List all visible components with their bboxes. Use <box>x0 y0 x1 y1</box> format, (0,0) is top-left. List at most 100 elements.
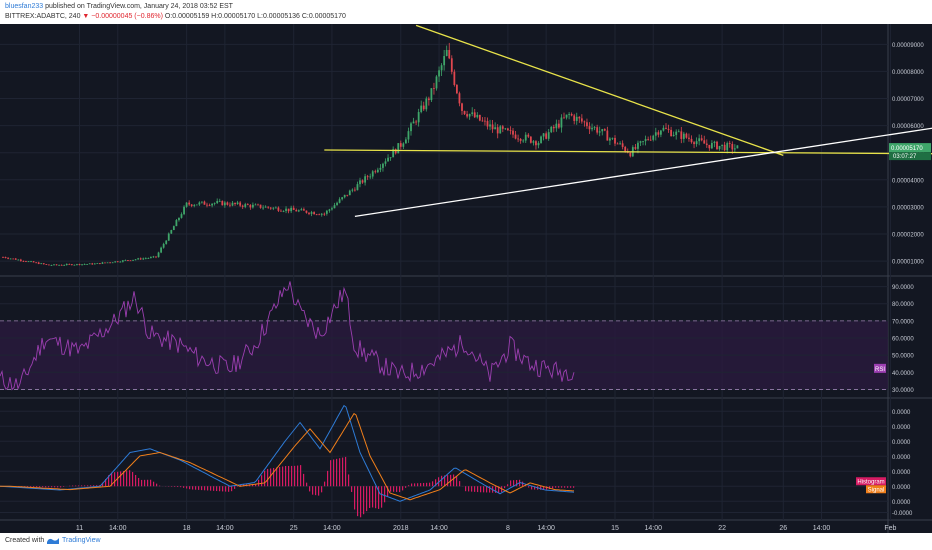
candle-body <box>573 115 576 121</box>
histogram-bar <box>75 485 77 487</box>
candle-body <box>180 214 183 218</box>
histogram-bar <box>561 486 563 488</box>
histogram-bar <box>228 486 230 492</box>
candle-body <box>639 141 642 143</box>
candle-body <box>45 264 48 265</box>
x-tick-label: 15 <box>611 525 619 532</box>
x-tick-label: 18 <box>183 525 191 532</box>
candle-body <box>637 142 639 149</box>
candle-body <box>726 143 729 151</box>
candle-body <box>351 189 354 191</box>
histogram-bar <box>486 486 488 493</box>
candle-body <box>221 200 224 206</box>
candle-body <box>420 105 423 113</box>
candle-body <box>443 56 446 66</box>
y-tick-label: -0.0000 <box>892 511 913 517</box>
signal-badge <box>866 485 886 494</box>
y-tick-label: 60.0000 <box>892 337 914 343</box>
signal-label: Signal <box>868 487 885 493</box>
y-tick-label: 40.0000 <box>892 371 914 377</box>
y-tick-label: 0.0000 <box>892 410 911 416</box>
candle-body <box>504 128 507 130</box>
candle-body <box>346 194 349 196</box>
signal-line <box>0 412 575 501</box>
candle-body <box>453 71 456 85</box>
candle-body <box>685 133 688 138</box>
candle-body <box>147 258 150 259</box>
candle-body <box>575 116 578 121</box>
histogram-bar <box>426 482 428 487</box>
tradingview-brand[interactable]: TradingView <box>62 537 101 544</box>
candle-body <box>703 140 706 144</box>
histogram-bar <box>135 475 137 487</box>
histogram-bar <box>381 486 383 508</box>
tradingview-logo-icon <box>46 536 60 547</box>
candle-body <box>58 264 60 266</box>
candle-body <box>700 138 703 141</box>
candle-body <box>162 243 165 248</box>
candle-body <box>65 264 68 266</box>
histogram-bar <box>309 486 311 492</box>
candle-body <box>634 147 637 149</box>
candle-body <box>580 118 583 122</box>
candle-body <box>42 263 45 265</box>
histogram-bar <box>159 485 161 487</box>
histogram-bar <box>408 485 410 487</box>
candle-body <box>379 167 382 170</box>
publish-line: bluesfan233 published on TradingView.com… <box>5 3 233 10</box>
x-tick-label: 11 <box>76 525 83 532</box>
histogram-bar <box>273 467 275 487</box>
candle-body <box>507 128 509 131</box>
author-link[interactable]: bluesfan233 <box>5 3 44 10</box>
candle-body <box>244 204 247 207</box>
candle-body <box>611 137 614 139</box>
candle-body <box>262 207 264 209</box>
trendline-yellow <box>415 24 784 157</box>
candle-body <box>116 261 119 263</box>
y-tick-label: 0.0000 <box>892 455 911 461</box>
candle-body <box>124 260 127 261</box>
candle-body <box>662 127 665 131</box>
histogram-bar <box>495 486 497 493</box>
candle-body <box>435 76 438 89</box>
candle-body <box>241 205 244 207</box>
candle-body <box>19 259 22 261</box>
histogram-bar <box>51 486 53 488</box>
histogram-bar <box>30 486 32 488</box>
histogram-bar <box>456 475 458 487</box>
histogram-bar <box>384 486 386 503</box>
histogram-bar <box>186 486 188 489</box>
y-tick-label: 0.00008000 <box>892 70 924 76</box>
y-tick-label: 90.0000 <box>892 285 914 291</box>
candle-body <box>313 212 315 215</box>
chart-canvas[interactable]: 11 14:00 18 14:00 25 14:00 2018 14:00 8 14:00 15 14… <box>0 24 932 533</box>
candle-body <box>236 202 239 205</box>
histogram-bar <box>441 475 443 487</box>
candle-body <box>290 207 293 212</box>
candle-body <box>264 206 267 208</box>
y-tick-label: 0.00003000 <box>892 205 924 211</box>
candle-body <box>86 264 89 265</box>
histogram-bar <box>366 486 368 512</box>
candle-body <box>104 262 106 264</box>
histogram-bar <box>474 486 476 492</box>
current-price-badge <box>889 143 931 153</box>
histogram-bar <box>45 486 47 488</box>
candle-body <box>371 171 374 177</box>
candle-body <box>721 144 723 146</box>
candle-body <box>167 233 170 241</box>
candle-body <box>348 190 351 196</box>
histogram-bar <box>459 481 461 487</box>
candle-body <box>448 49 451 59</box>
candle-body <box>578 116 581 119</box>
candle-body <box>9 258 12 260</box>
candle-body <box>693 142 695 145</box>
candle-body <box>308 212 310 214</box>
candle-body <box>157 252 160 258</box>
histogram-badge <box>856 477 886 486</box>
histogram-bar <box>510 480 512 487</box>
candle-body <box>254 204 257 206</box>
candle-body <box>680 131 683 139</box>
histogram-bar <box>447 475 449 487</box>
candle-body <box>568 113 570 115</box>
